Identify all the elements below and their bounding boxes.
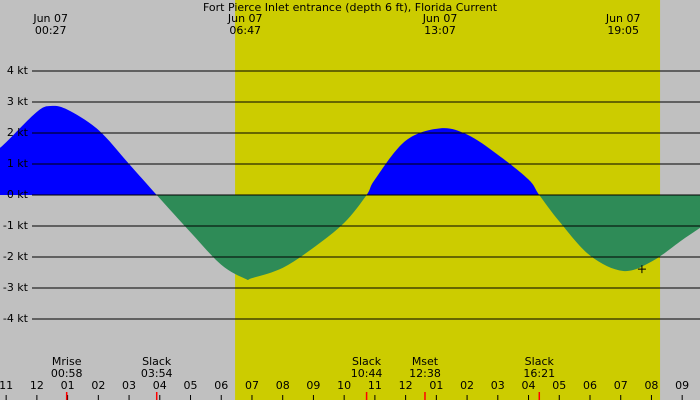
x-tick-label: 12 [30, 379, 44, 392]
extreme-date: Jun 07 [422, 12, 458, 25]
x-tick-label: 03 [122, 379, 136, 392]
x-tick-label: 04 [522, 379, 536, 392]
x-tick-label: 11 [368, 379, 382, 392]
x-tick-label: 02 [91, 379, 105, 392]
extreme-time: 19:05 [607, 24, 639, 37]
y-tick-label: -4 kt [3, 312, 29, 325]
y-tick-label: 3 kt [7, 95, 29, 108]
x-tick-label: 09 [306, 379, 320, 392]
event-label: Mset [412, 355, 439, 368]
x-tick-label: 05 [552, 379, 566, 392]
y-tick-label: -2 kt [3, 250, 29, 263]
y-tick-label: 1 kt [7, 157, 29, 170]
x-tick-label: 08 [276, 379, 290, 392]
event-label: Slack [525, 355, 555, 368]
x-tick-label: 06 [214, 379, 228, 392]
y-tick-label: 0 kt [7, 188, 29, 201]
x-tick-label: 02 [460, 379, 474, 392]
x-tick-label: 05 [184, 379, 198, 392]
x-tick-label: 10 [337, 379, 351, 392]
extreme-date: Jun 07 [605, 12, 641, 25]
event-time: 10:44 [351, 367, 383, 380]
x-tick-label: 08 [644, 379, 658, 392]
event-label: Mrise [52, 355, 82, 368]
x-tick-label: 07 [614, 379, 628, 392]
event-time: 16:21 [523, 367, 555, 380]
y-tick-label: 2 kt [7, 126, 29, 139]
x-tick-label: 04 [153, 379, 167, 392]
y-tick-label: -3 kt [3, 281, 29, 294]
x-tick-label: 01 [61, 379, 75, 392]
flood-area [0, 105, 700, 195]
ebb-area [0, 195, 700, 280]
event-time: 00:58 [51, 367, 83, 380]
y-tick-label: 4 kt [7, 64, 29, 77]
event-time: 03:54 [141, 367, 173, 380]
x-tick-label: 03 [491, 379, 505, 392]
event-label: Slack [142, 355, 172, 368]
extreme-time: 00:27 [35, 24, 67, 37]
x-tick-label: 09 [675, 379, 689, 392]
chart-title: Fort Pierce Inlet entrance (depth 6 ft),… [203, 1, 498, 14]
extreme-date: Jun 07 [32, 12, 68, 25]
x-tick-label: 01 [429, 379, 443, 392]
event-time: 12:38 [409, 367, 441, 380]
x-tick-label: 12 [399, 379, 413, 392]
current-marker [637, 265, 646, 274]
extreme-time: 06:47 [229, 24, 261, 37]
extreme-time: 13:07 [424, 24, 456, 37]
extreme-date: Jun 07 [227, 12, 263, 25]
event-label: Slack [352, 355, 382, 368]
y-tick-label: -1 kt [3, 219, 29, 232]
x-tick-label: 11 [0, 379, 13, 392]
x-tick-label: 07 [245, 379, 259, 392]
x-tick-label: 06 [583, 379, 597, 392]
